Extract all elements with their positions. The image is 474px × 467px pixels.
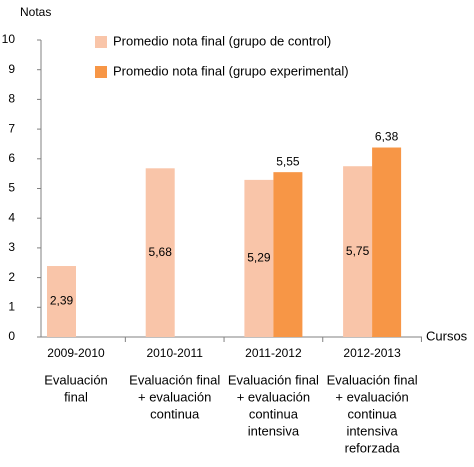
category-description: Evaluación final: [327, 372, 418, 387]
x-tick-label: 2011-2012: [245, 346, 302, 360]
category-description: Evaluación: [44, 372, 108, 387]
data-label: 2,39: [50, 294, 74, 308]
y-axis-label: Notas: [20, 5, 51, 19]
legend-label: Promedio nota final (grupo de control): [113, 33, 331, 48]
category-description: Evaluación final: [129, 372, 220, 387]
y-tick-label: 3: [8, 240, 15, 254]
bar: [244, 179, 274, 337]
bar: [372, 147, 402, 337]
bar: [273, 172, 303, 337]
bar: [145, 168, 175, 337]
category-description: intensiva: [346, 423, 398, 438]
x-tick-label: 2010-2011: [146, 346, 203, 360]
x-tick-label: 2012-2013: [343, 346, 401, 360]
legend-swatch: [95, 66, 107, 78]
y-tick-label: 1: [8, 299, 15, 313]
y-tick-label: 7: [8, 121, 15, 135]
category-description: + evaluación: [138, 389, 211, 404]
category-description: intensiva: [248, 423, 300, 438]
data-label: 5,75: [346, 244, 370, 258]
y-tick-label: 10: [2, 32, 16, 46]
category-description: reforzada: [345, 440, 401, 455]
category-description: final: [64, 389, 88, 404]
bar: [47, 266, 76, 337]
bar: [343, 166, 373, 337]
category-description: + evaluación: [237, 389, 310, 404]
category-description: continua: [150, 406, 200, 421]
y-tick-label: 8: [8, 92, 15, 106]
x-tick-label: 2009-2010: [47, 346, 105, 360]
category-description: continua: [249, 406, 299, 421]
y-tick-label: 6: [8, 151, 15, 165]
data-label: 5,68: [149, 245, 173, 259]
category-description: Evaluación final: [228, 372, 319, 387]
category-description: + evaluación: [335, 389, 408, 404]
category-description: continua: [348, 406, 398, 421]
x-axis-label: Cursos: [426, 328, 468, 343]
legend-swatch: [95, 36, 107, 48]
y-tick-label: 5: [8, 181, 15, 195]
legend-label: Promedio nota final (grupo experimental): [113, 63, 349, 78]
data-label: 6,38: [375, 130, 399, 144]
data-label: 5,29: [247, 251, 271, 265]
data-label: 5,55: [276, 154, 300, 168]
y-tick-label: 0: [8, 329, 15, 343]
y-tick-label: 2: [8, 270, 15, 284]
y-tick-label: 4: [8, 210, 15, 224]
y-tick-label: 9: [8, 62, 15, 76]
